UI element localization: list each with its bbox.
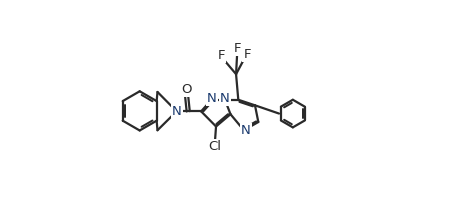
Text: F: F [234,42,242,55]
Text: Cl: Cl [208,140,221,153]
Text: O: O [181,83,191,96]
Text: N: N [172,105,182,118]
Text: F: F [218,49,225,62]
Text: N: N [207,92,217,105]
Text: N: N [220,92,230,105]
Text: F: F [243,48,251,61]
Text: N: N [241,124,251,137]
